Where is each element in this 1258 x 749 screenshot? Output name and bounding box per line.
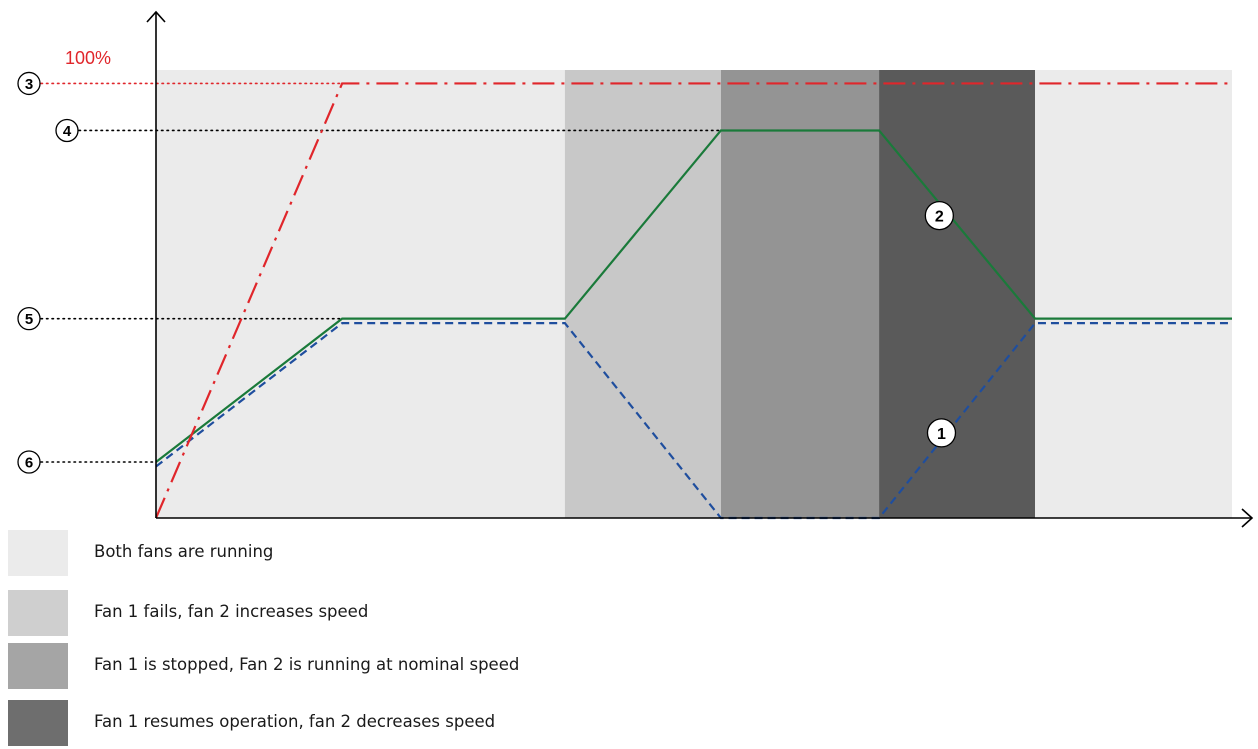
- legend-swatch: [8, 643, 68, 689]
- series-line: [154, 82, 1232, 519]
- phase-band: [156, 70, 565, 518]
- tick-label: 3: [25, 76, 33, 93]
- legend-swatch: [8, 700, 68, 746]
- top-value-label: 100%: [65, 48, 111, 68]
- series-line: [155, 129, 1232, 463]
- tick-circle: [17, 306, 41, 331]
- legend-label: Fan 1 is stopped, Fan 2 is running at no…: [94, 655, 520, 674]
- phase-band: [564, 70, 721, 518]
- y-axis-arrow: [146, 10, 166, 23]
- legend-label: Both fans are running: [94, 542, 274, 561]
- legend-swatch: [8, 530, 68, 576]
- phase-band: [1035, 70, 1232, 518]
- legend-item: Fan 1 fails, fan 2 increases speed: [8, 590, 908, 636]
- tick-circle: [17, 71, 41, 96]
- tick-circle: [55, 118, 79, 143]
- legend-label: Fan 1 resumes operation, fan 2 decreases…: [94, 712, 496, 731]
- tick-label: 4: [63, 123, 72, 140]
- legend-item: Fan 1 is stopped, Fan 2 is running at no…: [8, 643, 908, 689]
- phase-band: [879, 70, 1036, 518]
- phase-band: [720, 70, 880, 518]
- tick-label: 6: [25, 455, 33, 472]
- series-marker-label: 1: [937, 426, 946, 443]
- series-marker-label: 2: [935, 209, 944, 226]
- legend-swatch: [8, 590, 68, 636]
- series-marker: [926, 418, 957, 448]
- legend-item: Both fans are running: [8, 530, 908, 576]
- tick-label: 5: [25, 311, 33, 328]
- legend-label: Fan 1 fails, fan 2 increases speed: [94, 602, 369, 621]
- tick-circle: [17, 450, 41, 474]
- x-axis-arrow: [1241, 508, 1254, 528]
- series-marker: [924, 200, 954, 231]
- legend-item: Fan 1 resumes operation, fan 2 decreases…: [8, 700, 908, 746]
